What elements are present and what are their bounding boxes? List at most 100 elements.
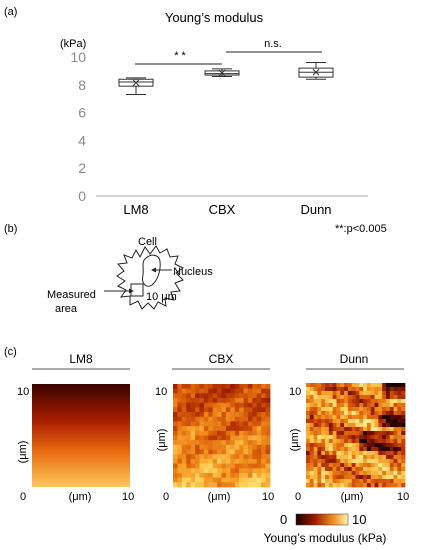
heatmap-cell (332, 451, 337, 456)
heatmap-cell (385, 467, 391, 472)
heatmap-cell (199, 412, 205, 418)
heatmap-cell (355, 383, 360, 388)
heatmap-cell (328, 411, 334, 416)
heatmap-cell (230, 388, 236, 394)
heatmap-cell (336, 483, 341, 488)
heatmap-cell (359, 407, 364, 412)
heatmap-cell (243, 454, 249, 460)
heatmap-cell (225, 468, 231, 474)
heatmap-cell (401, 459, 406, 464)
heatmap-cell (217, 402, 222, 408)
heatmap-cell (366, 383, 372, 388)
heatmap-cell (397, 415, 402, 420)
heatmap-cell (230, 444, 236, 450)
heatmap-cell (190, 458, 196, 464)
heatmap-cell (370, 435, 375, 440)
heatmap-cell (359, 403, 364, 408)
y-tick-label: 6 (78, 105, 86, 121)
heatmap-cell (389, 403, 394, 408)
heatmap-cell (389, 447, 394, 452)
heatmap-cell (208, 440, 214, 446)
heatmap-cell (332, 403, 337, 408)
heatmap-cell (265, 463, 271, 469)
heatmap-cell (217, 426, 222, 432)
heatmap-cell (173, 482, 178, 488)
heatmap-cell (208, 393, 214, 399)
heatmap-cell (328, 431, 334, 436)
heatmap-cell (325, 467, 330, 472)
heatmap-cell (393, 463, 398, 468)
heatmap-cell (351, 459, 356, 464)
heatmap-cell (389, 399, 394, 404)
heatmap-cell (321, 431, 326, 436)
heatmap-cell (363, 463, 368, 468)
heatmap-cell (370, 451, 375, 456)
heatmap-cell (173, 468, 178, 474)
heatmap-cell (378, 471, 383, 476)
heatmap-cell (313, 439, 318, 444)
heatmap-cell (309, 471, 315, 476)
heatmap-cell (374, 439, 379, 444)
heatmap-cell (401, 403, 406, 408)
heatmap-cell (401, 391, 406, 396)
heatmap-cell (190, 449, 196, 455)
heatmap-cell (243, 393, 249, 399)
heatmap-cell (374, 463, 379, 468)
heatmap-cell (370, 391, 375, 396)
heatmap-cell (208, 430, 214, 436)
heatmap-cell (363, 447, 368, 452)
measured-area-label-line1: Measured (47, 289, 96, 301)
heatmap-cell (225, 444, 231, 450)
heatmap-cell (397, 447, 402, 452)
heatmap-cell (336, 431, 341, 436)
heatmap-cell (252, 454, 258, 460)
heatmap-cell (199, 384, 205, 390)
heatmap-cell (256, 412, 262, 418)
heatmap-cell (355, 415, 360, 420)
heatmap-cell (317, 439, 322, 444)
heatmap-cell (173, 435, 178, 441)
box-lm8 (118, 77, 154, 96)
heatmap-cell (355, 479, 360, 484)
heatmap-cell (265, 468, 271, 474)
heatmap-cell (389, 471, 394, 476)
heatmap-cell (317, 383, 322, 388)
heatmap-cell (221, 449, 227, 455)
heatmap-cell (230, 440, 236, 446)
heatmap-cell (336, 395, 341, 400)
heatmap-cell (370, 431, 375, 436)
heatmap-cell (247, 384, 253, 390)
heatmap-cell (389, 427, 394, 432)
heatmap-cell (351, 455, 356, 460)
heatmap-cell (212, 412, 218, 418)
heatmap-cell (366, 471, 372, 476)
heatmap-cell (217, 384, 222, 390)
heatmap-cell (252, 468, 258, 474)
heatmap-cell (317, 387, 322, 392)
heatmap-cell (195, 416, 200, 422)
heatmap-cell (234, 426, 240, 432)
heatmap-cell (332, 463, 337, 468)
heatmap-cell (336, 463, 341, 468)
heatmap-cell (230, 416, 236, 422)
heatmap-cell (344, 395, 349, 400)
heatmap-cell (321, 415, 326, 420)
heatmap-cell (366, 431, 372, 436)
heatmap-cell (221, 398, 227, 404)
heatmap-cell (265, 384, 271, 390)
heatmap-cell (208, 388, 214, 394)
heatmap-cell (243, 449, 249, 455)
heatmap-cell (309, 467, 315, 472)
heatmap-cell (347, 439, 353, 444)
heatmap-cell (385, 383, 391, 388)
heatmap-cell (347, 387, 353, 392)
heatmap-cell (325, 427, 330, 432)
significance-label-cbx-dunn: n.s. (264, 38, 282, 50)
heatmap-cell (265, 388, 271, 394)
heatmap-cell (195, 407, 200, 413)
heatmap-cell (230, 482, 236, 488)
heatmap-cell (217, 477, 222, 483)
heatmap-cell (306, 411, 311, 416)
heatmap-cell (393, 435, 398, 440)
heatmap-cell (247, 412, 253, 418)
